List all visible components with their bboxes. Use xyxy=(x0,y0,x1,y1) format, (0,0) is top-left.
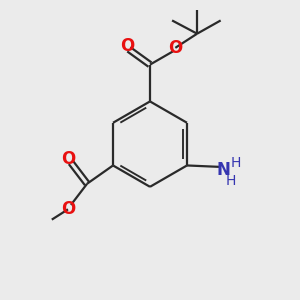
Text: O: O xyxy=(61,200,75,218)
Text: O: O xyxy=(61,150,76,168)
Text: O: O xyxy=(168,39,182,57)
Text: O: O xyxy=(120,37,134,55)
Text: H: H xyxy=(226,174,236,188)
Text: N: N xyxy=(217,161,231,179)
Text: H: H xyxy=(230,156,241,170)
